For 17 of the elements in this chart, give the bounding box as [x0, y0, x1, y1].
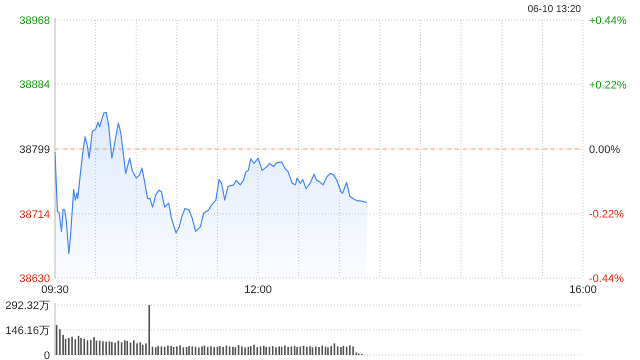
y-tick-label: 38884 [19, 79, 50, 92]
y-tick-label: 146.16万 [5, 325, 50, 337]
text: 06-10 13:20 [528, 4, 582, 15]
y2-tick-label: 0.00% [589, 144, 620, 156]
y2-tick-label: +0.44% [589, 15, 627, 27]
x-tick-label: 09:30 [41, 284, 69, 296]
y-tick-label: 38799 [19, 144, 50, 156]
y2-tick-label: -0.22% [589, 208, 624, 220]
y-tick-label: 38968 [19, 15, 50, 27]
x-tick-label: 16:00 [569, 284, 597, 296]
y-tick-label: 38630 [19, 273, 50, 285]
y-tick-label: 292.32万 [5, 300, 50, 312]
x-tick-label: 12:00 [244, 284, 272, 296]
y2-tick-label: +0.22% [589, 80, 627, 92]
y-tick-label: 38714 [19, 208, 50, 221]
y2-tick-label: -0.44% [589, 273, 624, 285]
y-tick-label: 0 [44, 350, 50, 360]
